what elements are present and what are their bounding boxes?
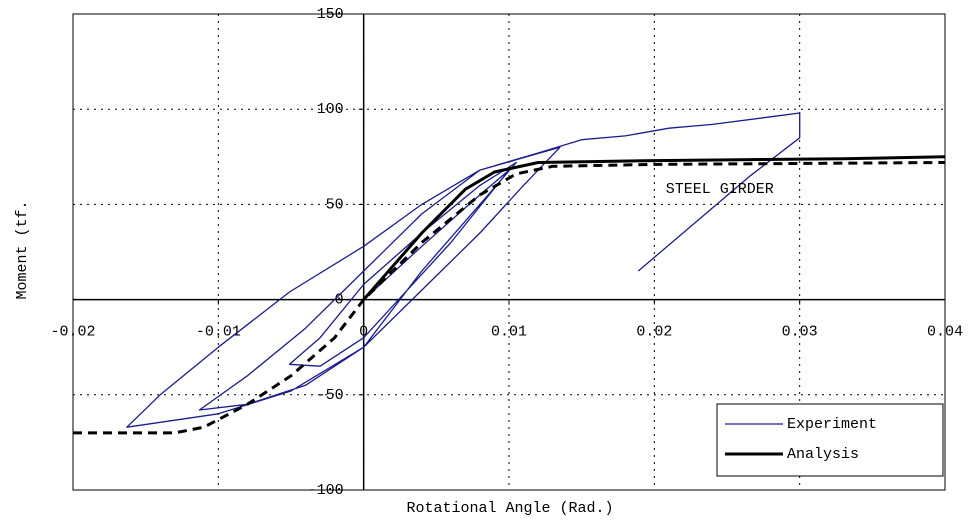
x-tick-label: 0.04 bbox=[927, 324, 963, 341]
y-tick-label: 150 bbox=[317, 6, 344, 23]
legend-label: Analysis bbox=[787, 446, 859, 463]
x-tick-label: -0.02 bbox=[50, 324, 95, 341]
y-tick-label: 100 bbox=[317, 101, 344, 118]
y-tick-label: -100 bbox=[308, 482, 344, 499]
x-tick-label: -0.01 bbox=[196, 324, 241, 341]
x-tick-label: 0.02 bbox=[636, 324, 672, 341]
annotation: STEEL GIRDER bbox=[666, 181, 774, 198]
series-line bbox=[73, 161, 946, 435]
legend-box bbox=[716, 403, 944, 477]
y-axis-label: Moment (tf. bbox=[14, 200, 31, 299]
legend-label: Experiment bbox=[787, 416, 877, 433]
series-line bbox=[126, 112, 801, 428]
x-axis-label: Rotational Angle (Rad.) bbox=[406, 500, 613, 517]
x-tick-label: 0.03 bbox=[782, 324, 818, 341]
y-tick-label: 50 bbox=[326, 196, 344, 213]
y-tick-label: -50 bbox=[317, 387, 344, 404]
series-line bbox=[362, 155, 946, 301]
x-tick-label: 0.01 bbox=[491, 324, 527, 341]
